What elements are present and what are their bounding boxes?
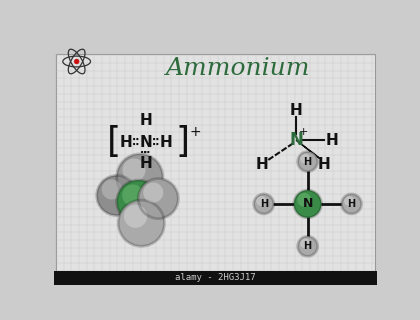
Text: H: H bbox=[304, 241, 312, 251]
Text: H: H bbox=[347, 199, 356, 209]
Text: H: H bbox=[325, 132, 338, 148]
Text: N: N bbox=[302, 197, 313, 211]
Text: ⋅⋅: ⋅⋅ bbox=[132, 140, 140, 150]
Text: N: N bbox=[139, 135, 152, 150]
Text: ]: ] bbox=[176, 125, 190, 159]
Polygon shape bbox=[296, 140, 320, 158]
Text: H: H bbox=[160, 135, 172, 150]
Circle shape bbox=[256, 196, 266, 206]
Circle shape bbox=[123, 158, 146, 182]
Text: Ammonium: Ammonium bbox=[166, 57, 311, 80]
Text: ⋅⋅: ⋅⋅ bbox=[152, 135, 160, 145]
Text: ⋅⋅: ⋅⋅ bbox=[152, 140, 160, 150]
Text: +: + bbox=[189, 124, 201, 139]
Bar bbox=[54, 271, 377, 285]
Text: H: H bbox=[304, 156, 312, 167]
Circle shape bbox=[122, 184, 144, 206]
Text: H: H bbox=[260, 199, 268, 209]
Circle shape bbox=[117, 154, 163, 200]
Circle shape bbox=[138, 179, 178, 219]
Circle shape bbox=[298, 152, 318, 172]
Text: H: H bbox=[318, 157, 330, 172]
Circle shape bbox=[124, 205, 147, 228]
Text: H: H bbox=[256, 157, 269, 172]
Text: alamy - 2HG3J17: alamy - 2HG3J17 bbox=[175, 273, 255, 282]
Circle shape bbox=[300, 154, 310, 164]
Circle shape bbox=[143, 182, 163, 203]
Circle shape bbox=[298, 236, 318, 256]
Circle shape bbox=[294, 190, 322, 218]
Text: ⋅⋅: ⋅⋅ bbox=[143, 148, 152, 158]
Text: H: H bbox=[290, 103, 302, 118]
Text: H: H bbox=[120, 135, 132, 150]
Circle shape bbox=[341, 194, 362, 214]
Text: ⋅⋅: ⋅⋅ bbox=[140, 148, 149, 158]
Text: ⋅⋅: ⋅⋅ bbox=[132, 135, 140, 145]
Circle shape bbox=[97, 175, 137, 215]
Circle shape bbox=[254, 194, 274, 214]
Text: [: [ bbox=[107, 125, 121, 159]
Circle shape bbox=[74, 59, 79, 64]
Text: +: + bbox=[298, 127, 308, 137]
Text: H: H bbox=[139, 113, 152, 128]
Text: N: N bbox=[289, 131, 303, 149]
Circle shape bbox=[344, 196, 354, 206]
Circle shape bbox=[102, 180, 122, 199]
Circle shape bbox=[297, 193, 311, 207]
Circle shape bbox=[118, 200, 165, 246]
Bar bbox=[56, 54, 375, 271]
Circle shape bbox=[117, 180, 160, 223]
Text: H: H bbox=[139, 156, 152, 172]
Circle shape bbox=[300, 238, 310, 248]
